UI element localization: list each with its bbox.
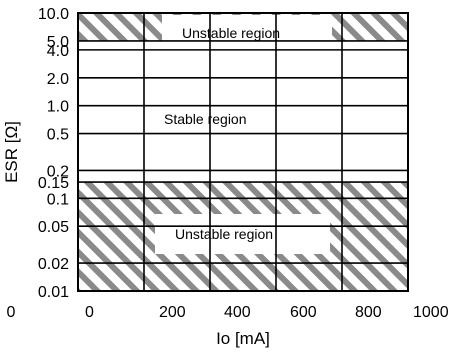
y-tick-label: 1.0 bbox=[47, 99, 69, 116]
x-tick-label: 600 bbox=[290, 304, 317, 321]
y-tick-label: 4.0 bbox=[47, 43, 69, 60]
y-tick-label: 0.15 bbox=[38, 175, 69, 192]
plot-frame bbox=[77, 12, 409, 292]
x-axis-title: Io [mA] bbox=[216, 329, 270, 348]
x-tick-label: 0 bbox=[85, 304, 94, 321]
y-tick-label: 0.1 bbox=[47, 191, 69, 208]
x-tick-label: 400 bbox=[224, 304, 251, 321]
x-tick-label: 1000 bbox=[413, 304, 449, 321]
region-label-boxes bbox=[148, 15, 332, 254]
y-tick-labels: 10.0 5.04.0 2.0 1.0 0.5 0.20.150.1 0.05 0.02 0.0… bbox=[38, 6, 69, 301]
y-tick-label: 0.05 bbox=[38, 219, 69, 236]
y-tick-label: 0.02 bbox=[38, 256, 69, 273]
y-tick-label: 0.01 bbox=[38, 284, 69, 301]
unstable-top-label-box bbox=[162, 15, 332, 51]
unstable-bottom-label: Unstable region bbox=[175, 226, 273, 242]
unstable-top-label: Unstable region bbox=[182, 25, 280, 41]
x-tick-label: 0 bbox=[7, 304, 16, 321]
y-tick-label: 5.0 bbox=[47, 34, 69, 51]
x-tick-label: 200 bbox=[159, 304, 186, 321]
y-tick-label: 2.0 bbox=[47, 71, 69, 88]
y-tick-label: 0.5 bbox=[47, 127, 69, 144]
y-axis-title: ESR [Ω] bbox=[2, 121, 21, 183]
stable-label: Stable region bbox=[164, 111, 247, 127]
y-tick-label: 0.2 bbox=[47, 163, 69, 180]
x-tick-labels: 0 0 200 400 600 800 1000 bbox=[7, 304, 449, 321]
x-tick-label: 800 bbox=[355, 304, 382, 321]
unstable-bottom-label-box bbox=[155, 214, 330, 254]
y-tick-label: 10.0 bbox=[38, 6, 69, 23]
